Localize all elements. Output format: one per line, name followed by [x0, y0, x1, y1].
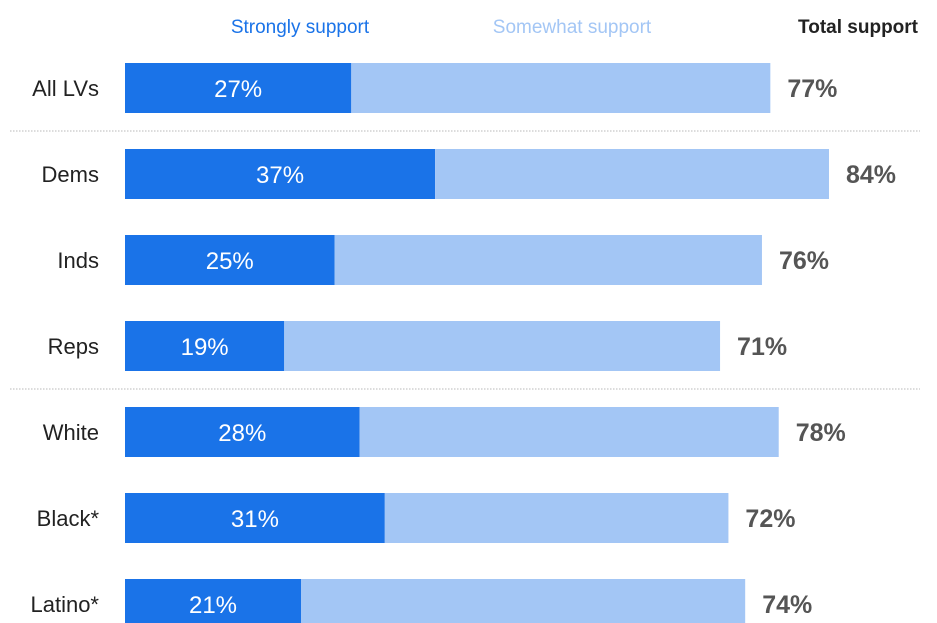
- row-all-lvs: All LVs 27% 77%: [32, 63, 837, 113]
- row-inds: Inds 25% 76%: [57, 235, 829, 285]
- category-label-white: White: [43, 420, 99, 445]
- category-label-inds: Inds: [57, 248, 99, 273]
- row-dems: Dems 37% 84%: [42, 149, 896, 199]
- bar-strongly-all-lvs: [125, 63, 352, 113]
- total-value-label-white: 78%: [796, 419, 846, 447]
- bar-strongly-latino: [125, 579, 301, 623]
- row-white: White 28% 78%: [43, 407, 846, 457]
- row-reps: Reps 19% 71%: [48, 321, 787, 371]
- category-label-all-lvs: All LVs: [32, 76, 99, 101]
- bar-somewhat-white: [359, 407, 779, 457]
- strongly-value-label-inds: 25%: [206, 248, 254, 275]
- row-latino: Latino* 21% 74%: [30, 579, 812, 623]
- total-value-label-dems: 84%: [846, 161, 896, 189]
- total-value-label-black: 72%: [745, 505, 795, 533]
- bar-strongly-white: [125, 407, 360, 457]
- category-label-black: Black*: [37, 506, 100, 531]
- bar-strongly-reps: [125, 321, 285, 371]
- category-label-latino: Latino*: [30, 592, 99, 617]
- strongly-value-label-reps: 19%: [181, 334, 229, 361]
- strongly-value-label-black: 31%: [231, 506, 279, 533]
- bar-somewhat-dems: [435, 149, 829, 199]
- legend-somewhat-support: Somewhat support: [493, 17, 652, 38]
- bar-somewhat-all-lvs: [351, 63, 771, 113]
- strongly-value-label-white: 28%: [218, 420, 266, 447]
- category-label-reps: Reps: [48, 334, 99, 359]
- strongly-value-label-dems: 37%: [256, 162, 304, 189]
- bar-somewhat-reps: [284, 321, 721, 371]
- row-black: Black* 31% 72%: [37, 493, 795, 543]
- strongly-value-label-latino: 21%: [189, 592, 237, 619]
- legend: Strongly support Somewhat support Total …: [231, 17, 919, 38]
- legend-strongly-support: Strongly support: [231, 17, 370, 38]
- total-value-label-reps: 71%: [737, 333, 787, 361]
- total-value-label-all-lvs: 77%: [787, 75, 837, 103]
- total-value-label-latino: 74%: [762, 591, 812, 619]
- bar-somewhat-inds: [334, 235, 762, 285]
- bar-somewhat-latino: [301, 579, 746, 623]
- legend-total-support: Total support: [798, 17, 919, 38]
- bar-strongly-black: [125, 493, 385, 543]
- total-value-label-inds: 76%: [779, 247, 829, 275]
- bar-strongly-dems: [125, 149, 436, 199]
- category-label-dems: Dems: [42, 162, 99, 187]
- strongly-value-label-all-lvs: 27%: [214, 76, 262, 103]
- bar-strongly-inds: [125, 235, 335, 285]
- bar-rows: All LVs 27% 77% Dems 37% 84% Inds 25% 76% Reps 19%…: [30, 63, 896, 623]
- bar-somewhat-black: [384, 493, 729, 543]
